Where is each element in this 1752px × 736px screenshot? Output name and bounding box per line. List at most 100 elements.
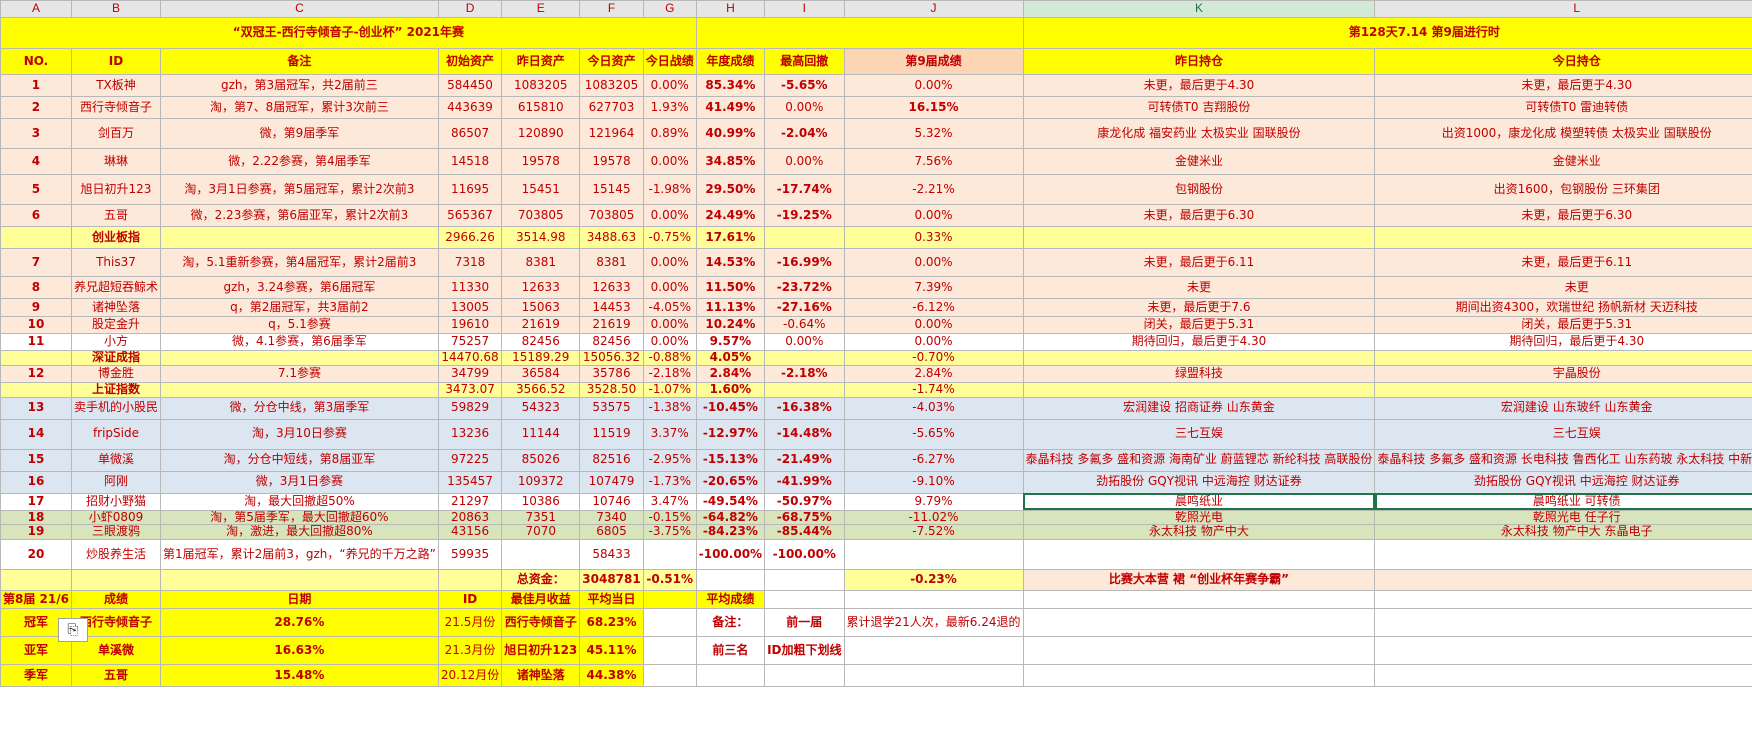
cell[interactable]: 0.00% bbox=[642, 74, 697, 97]
player-id[interactable]: 单微溪 bbox=[70, 448, 161, 472]
cell[interactable]: 0.00% bbox=[642, 204, 697, 227]
cell[interactable]: 2.84% bbox=[843, 364, 1024, 383]
column-header-i[interactable]: I bbox=[764, 0, 845, 18]
cell[interactable]: 1083205 bbox=[579, 74, 644, 97]
cell[interactable] bbox=[1022, 381, 1376, 398]
cell[interactable]: 59829 bbox=[437, 396, 503, 420]
cell[interactable]: 0.89% bbox=[642, 118, 697, 149]
rank-no[interactable]: 16 bbox=[0, 470, 72, 494]
cell[interactable]: 3473.07 bbox=[437, 381, 503, 398]
cell[interactable]: 4.05% bbox=[695, 350, 766, 366]
cell[interactable]: 15056.32 bbox=[579, 350, 644, 366]
cell[interactable]: 3488.63 bbox=[579, 226, 644, 249]
player-id[interactable]: 三眼渡鸦 bbox=[70, 524, 161, 541]
cell[interactable]: -0.75% bbox=[642, 226, 697, 249]
rank-no[interactable]: 5 bbox=[0, 174, 72, 205]
cell[interactable] bbox=[764, 350, 845, 366]
rank-no[interactable]: 10 bbox=[0, 316, 72, 334]
cell[interactable]: 12633 bbox=[579, 276, 644, 299]
cell[interactable]: 11144 bbox=[501, 418, 581, 450]
player-id[interactable]: 上证指数 bbox=[70, 381, 161, 398]
cell[interactable]: 10.24% bbox=[695, 316, 766, 334]
cell[interactable]: 107479 bbox=[579, 470, 644, 494]
cell[interactable]: 淘，激进，最大回撤超80% bbox=[159, 524, 439, 541]
cell[interactable]: 17.61% bbox=[695, 226, 766, 249]
footer-header-7[interactable]: 平均成绩 bbox=[695, 590, 766, 610]
cell[interactable]: 淘，分仓中短线，第8届亚军 bbox=[159, 448, 439, 472]
footer-cell[interactable]: 20.12月份 bbox=[437, 664, 503, 688]
player-id[interactable]: TX板神 bbox=[70, 74, 161, 97]
footer-cell[interactable]: 累计退学21人次，最新6.24退的 bbox=[843, 608, 1024, 638]
cell[interactable]: 7318 bbox=[437, 248, 503, 277]
cell[interactable]: 703805 bbox=[501, 204, 581, 227]
cell[interactable]: 0.00% bbox=[764, 96, 845, 119]
footer-header-0[interactable]: 第8届 21/6 bbox=[0, 590, 72, 610]
player-id[interactable]: 炒股养生活 bbox=[70, 539, 161, 571]
cell[interactable]: 135457 bbox=[437, 470, 503, 494]
cell[interactable]: -0.23% bbox=[843, 569, 1024, 592]
column-header-a[interactable]: A bbox=[0, 0, 72, 18]
cell[interactable]: -100.00% bbox=[695, 539, 766, 571]
cell[interactable]: 8381 bbox=[501, 248, 581, 277]
cell[interactable]: -84.23% bbox=[695, 524, 766, 541]
cell[interactable] bbox=[437, 569, 503, 592]
cell[interactable] bbox=[159, 350, 439, 366]
sheet-title[interactable]: “双冠王-西行寺倾音子-创业杯” 2021年赛 bbox=[0, 17, 697, 49]
cell[interactable]: -11.02% bbox=[843, 509, 1024, 526]
cell[interactable]: -4.03% bbox=[843, 396, 1024, 420]
cell[interactable]: 未更，最后更于4.30 bbox=[1022, 74, 1376, 97]
header-7[interactable]: 年度成绩 bbox=[695, 48, 766, 75]
cell[interactable] bbox=[159, 226, 439, 249]
cell[interactable] bbox=[159, 569, 439, 592]
cell[interactable]: 85.34% bbox=[695, 74, 766, 97]
cell[interactable]: -1.38% bbox=[642, 396, 697, 420]
cell[interactable]: 三七互娱 bbox=[1374, 418, 1752, 450]
player-id[interactable]: 五哥 bbox=[70, 204, 161, 227]
cell[interactable]: 未更，最后更于6.11 bbox=[1022, 248, 1376, 277]
cell[interactable]: -21.49% bbox=[764, 448, 845, 472]
cell[interactable]: -41.99% bbox=[764, 470, 845, 494]
footer-cell[interactable]: 诸神坠落 bbox=[501, 664, 581, 688]
column-header-j[interactable]: J bbox=[843, 0, 1024, 18]
cell[interactable]: 宏润建设 山东玻纤 山东黄金 bbox=[1374, 396, 1752, 420]
cell[interactable]: 34.85% bbox=[695, 148, 766, 175]
cell[interactable]: 10386 bbox=[501, 492, 581, 511]
cell[interactable]: -100.00% bbox=[764, 539, 845, 571]
cell[interactable] bbox=[1374, 608, 1752, 638]
rank-no[interactable]: 6 bbox=[0, 204, 72, 227]
header-9[interactable]: 第9届成绩 bbox=[843, 48, 1024, 75]
player-id[interactable]: 创业板指 bbox=[70, 226, 161, 249]
cell[interactable]: 0.00% bbox=[843, 204, 1024, 227]
cell[interactable]: 宏润建设 招商证券 山东黄金 bbox=[1022, 396, 1376, 420]
footer-header-6[interactable] bbox=[642, 590, 697, 610]
cell[interactable]: 未更 bbox=[1022, 276, 1376, 299]
cell[interactable]: 14470.68 bbox=[437, 350, 503, 366]
cell[interactable]: 可转债T0 雷迪转债 bbox=[1374, 96, 1752, 119]
cell[interactable] bbox=[764, 381, 845, 398]
cell[interactable]: 淘，最大回撤超50% bbox=[159, 492, 439, 511]
footer-header-2[interactable]: 日期 bbox=[159, 590, 439, 610]
column-header-d[interactable]: D bbox=[437, 0, 503, 18]
footer-cell[interactable]: 备注： bbox=[695, 608, 766, 638]
footer-cell[interactable]: 16.63% bbox=[159, 636, 439, 666]
cell[interactable] bbox=[642, 539, 697, 571]
rank-no[interactable] bbox=[0, 226, 72, 249]
cell[interactable]: -1.73% bbox=[642, 470, 697, 494]
cell[interactable]: 淘，第5届季军，最大回撤超60% bbox=[159, 509, 439, 526]
header-3[interactable]: 初始资产 bbox=[437, 48, 503, 75]
cell[interactable]: 12633 bbox=[501, 276, 581, 299]
cell[interactable]: 36584 bbox=[501, 364, 581, 383]
cell[interactable]: 7.56% bbox=[843, 148, 1024, 175]
footer-cell[interactable]: ID加粗下划线 bbox=[764, 636, 845, 666]
cell[interactable]: 1083205 bbox=[501, 74, 581, 97]
cell[interactable]: 未更 bbox=[1374, 276, 1752, 299]
cell[interactable] bbox=[1022, 664, 1376, 688]
cell[interactable]: 21619 bbox=[579, 316, 644, 334]
cell[interactable]: 1.93% bbox=[642, 96, 697, 119]
cell[interactable]: 14453 bbox=[579, 298, 644, 317]
cell[interactable]: 15451 bbox=[501, 174, 581, 205]
player-id[interactable]: 诸神坠落 bbox=[70, 298, 161, 317]
column-header-g[interactable]: G bbox=[642, 0, 697, 18]
cell[interactable]: -0.51% bbox=[642, 569, 697, 592]
cell[interactable]: 永太科技 物产中大 bbox=[1022, 524, 1376, 541]
